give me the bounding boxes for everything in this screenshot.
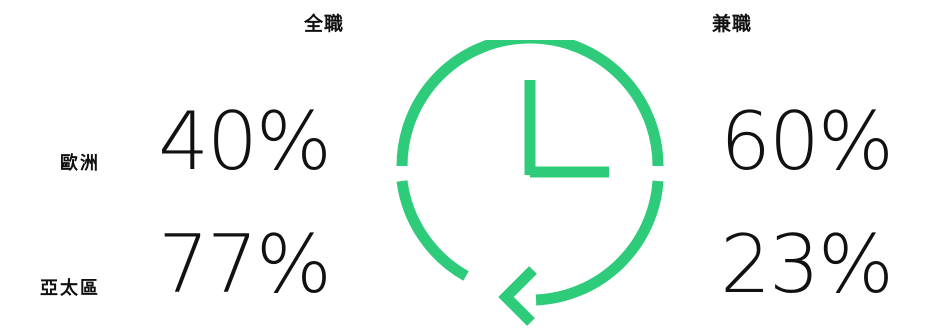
header-part-time: 兼職 [711,13,752,35]
row-label-europe: 歐洲 [60,153,100,174]
header-full-time: 全職 [303,13,344,35]
europe-part-time-value: 60% [720,95,894,188]
clock-refresh-icon [396,40,664,326]
row-label-apac: 亞太區 [40,278,100,299]
clock-arc-upper [396,40,664,167]
clock-arc-lower-left [396,180,469,281]
apac-part-time-value: 23% [720,218,894,311]
europe-full-time-value: 40% [158,95,332,188]
apac-full-time-value: 77% [158,218,332,311]
clock-arc-lower-right [535,180,664,306]
refresh-arrow-head [498,266,537,326]
